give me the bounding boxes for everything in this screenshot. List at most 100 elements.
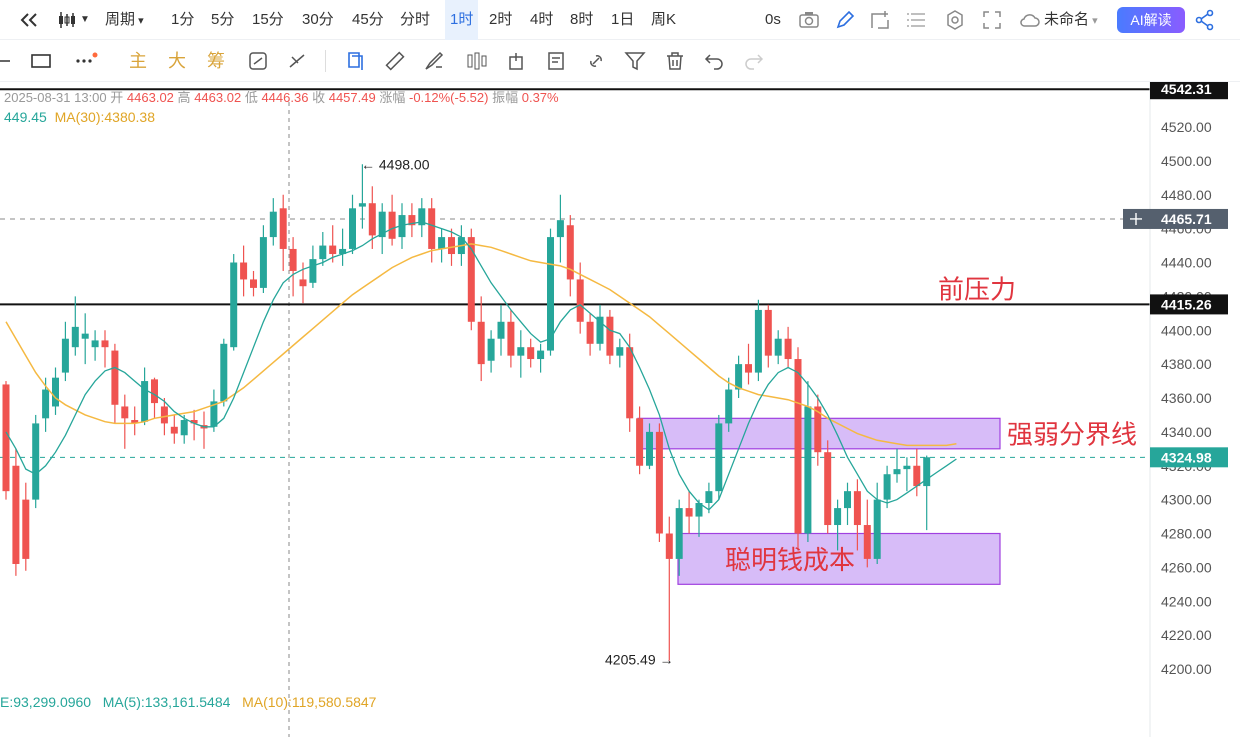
candle-body <box>467 237 475 322</box>
ruler-icon[interactable] <box>383 49 407 73</box>
compare-icon[interactable] <box>246 49 270 73</box>
interval-0[interactable]: 1分 <box>171 11 195 28</box>
y-tick-label: 4520.00 <box>1161 119 1212 135</box>
interval-4[interactable]: 45分 <box>352 11 384 28</box>
candle-body <box>893 469 901 475</box>
candle-body <box>497 321 505 339</box>
price-tag-label: 4415.26 <box>1161 296 1212 312</box>
interval-10[interactable]: 1日 <box>611 11 635 28</box>
ma-fast-line <box>5 221 957 511</box>
candle-body <box>646 431 653 466</box>
interval-8[interactable]: 4时 <box>530 11 554 28</box>
volume-value: E:93,299.0960 <box>0 694 92 710</box>
vol-ma5-value: MA(5):133,161.5484 <box>102 694 231 710</box>
y-tick-label: 4300.00 <box>1161 492 1212 508</box>
fullscreen-icon[interactable] <box>980 8 1004 32</box>
candle-body <box>745 364 752 373</box>
link-icon[interactable] <box>584 49 608 73</box>
candle-body <box>774 338 782 356</box>
candle-body <box>61 338 69 373</box>
candle-body <box>556 220 564 238</box>
bars-tool-icon[interactable] <box>465 49 489 73</box>
candle-body <box>695 503 703 517</box>
candle-body <box>636 418 644 466</box>
interval-9[interactable]: 8时 <box>570 11 594 28</box>
candle-body <box>358 203 366 207</box>
candle-body <box>626 347 634 419</box>
interval-7[interactable]: 2时 <box>489 11 513 28</box>
price-tag-label: 4542.31 <box>1161 82 1212 97</box>
candle-body <box>269 211 277 238</box>
interval-6[interactable]: 1时 <box>445 0 479 40</box>
copy-tool-icon[interactable] <box>343 49 367 73</box>
candle-body <box>2 384 10 492</box>
interval-2[interactable]: 15分 <box>252 11 284 28</box>
candle-body <box>81 333 89 339</box>
cloud-icon[interactable] <box>1018 8 1042 32</box>
interval-11[interactable]: 周K <box>651 11 677 28</box>
price-tag-bg <box>1123 208 1228 229</box>
filter-icon[interactable] <box>623 49 647 73</box>
candle-body <box>517 347 525 356</box>
lock-icon[interactable] <box>504 49 528 73</box>
interval-5[interactable]: 分时 <box>400 11 431 28</box>
candle-body <box>121 406 129 419</box>
note-icon[interactable] <box>544 49 568 73</box>
candle-body <box>586 321 594 344</box>
redo-icon[interactable] <box>742 49 766 73</box>
candle-body <box>398 215 406 238</box>
candle-body <box>339 248 347 255</box>
add-window-icon[interactable] <box>868 8 892 32</box>
y-tick-label: 4340.00 <box>1161 424 1212 440</box>
candle-body <box>141 381 149 422</box>
candle-body <box>527 347 535 360</box>
plus-icon[interactable] <box>1130 212 1142 225</box>
top-toolbar: ▼ 周期 ▾ 1分 5分 15分 30分 45分 分时 1时 2时 4时 8时 1日 周K 0s 未命… <box>0 0 1240 40</box>
price-tag-bg <box>1150 294 1228 315</box>
y-tick-label: 4280.00 <box>1161 526 1212 542</box>
undo-icon[interactable] <box>702 49 726 73</box>
candle-body <box>844 491 851 509</box>
settings-icon[interactable] <box>943 8 967 32</box>
brush-icon[interactable] <box>422 49 446 73</box>
interval-3[interactable]: 30分 <box>302 11 334 28</box>
period-selector[interactable]: 周期 ▾ <box>105 11 144 28</box>
candle-body <box>170 426 178 434</box>
candle-body <box>804 406 812 534</box>
ma-fast-value: 449.45 <box>4 109 47 125</box>
candle-body <box>566 225 574 280</box>
line-tool-icon[interactable] <box>0 49 14 73</box>
rectangle-tool-icon[interactable] <box>29 49 53 73</box>
low-marker: 4205.49 → <box>605 652 674 668</box>
trash-icon[interactable] <box>663 49 687 73</box>
layout-selector[interactable]: 未命名 ▾ <box>1044 11 1098 28</box>
share-icon[interactable] <box>1193 8 1217 32</box>
magnet-icon[interactable] <box>286 49 310 73</box>
candle-type-icon[interactable] <box>55 8 79 32</box>
list-icon[interactable] <box>905 8 929 32</box>
indicator-chips[interactable]: 筹 <box>207 51 225 71</box>
candle-body <box>131 420 139 424</box>
price-tag-label: 4324.98 <box>1161 449 1212 465</box>
ai-analysis-button[interactable]: AI解读 <box>1117 7 1185 33</box>
change-value: -0.12%(-5.52) <box>408 90 489 105</box>
candle-body <box>230 262 238 348</box>
change-label: 涨幅 <box>379 90 406 105</box>
chevron-down-icon[interactable]: ▼ <box>80 14 90 25</box>
interval-1[interactable]: 5分 <box>211 11 235 28</box>
timer-label: 0s <box>765 11 781 28</box>
candle-body <box>596 316 604 344</box>
more-dots-icon[interactable] <box>74 49 98 73</box>
candle-body <box>883 474 891 500</box>
y-tick-label: 4200.00 <box>1161 661 1212 677</box>
indicator-big[interactable]: 大 <box>168 51 186 71</box>
high-marker: ← 4498.00 <box>361 156 430 172</box>
candle-body <box>32 423 40 500</box>
candlestick-chart[interactable]: 4520.004500.004480.004460.004440.004420.… <box>0 82 1240 737</box>
pen-icon[interactable] <box>833 8 857 32</box>
camera-icon[interactable] <box>797 8 821 32</box>
collapse-left-icon[interactable] <box>18 8 42 32</box>
indicator-main[interactable]: 主 <box>129 51 147 71</box>
y-tick-label: 4480.00 <box>1161 187 1212 203</box>
candle-body <box>378 211 386 238</box>
